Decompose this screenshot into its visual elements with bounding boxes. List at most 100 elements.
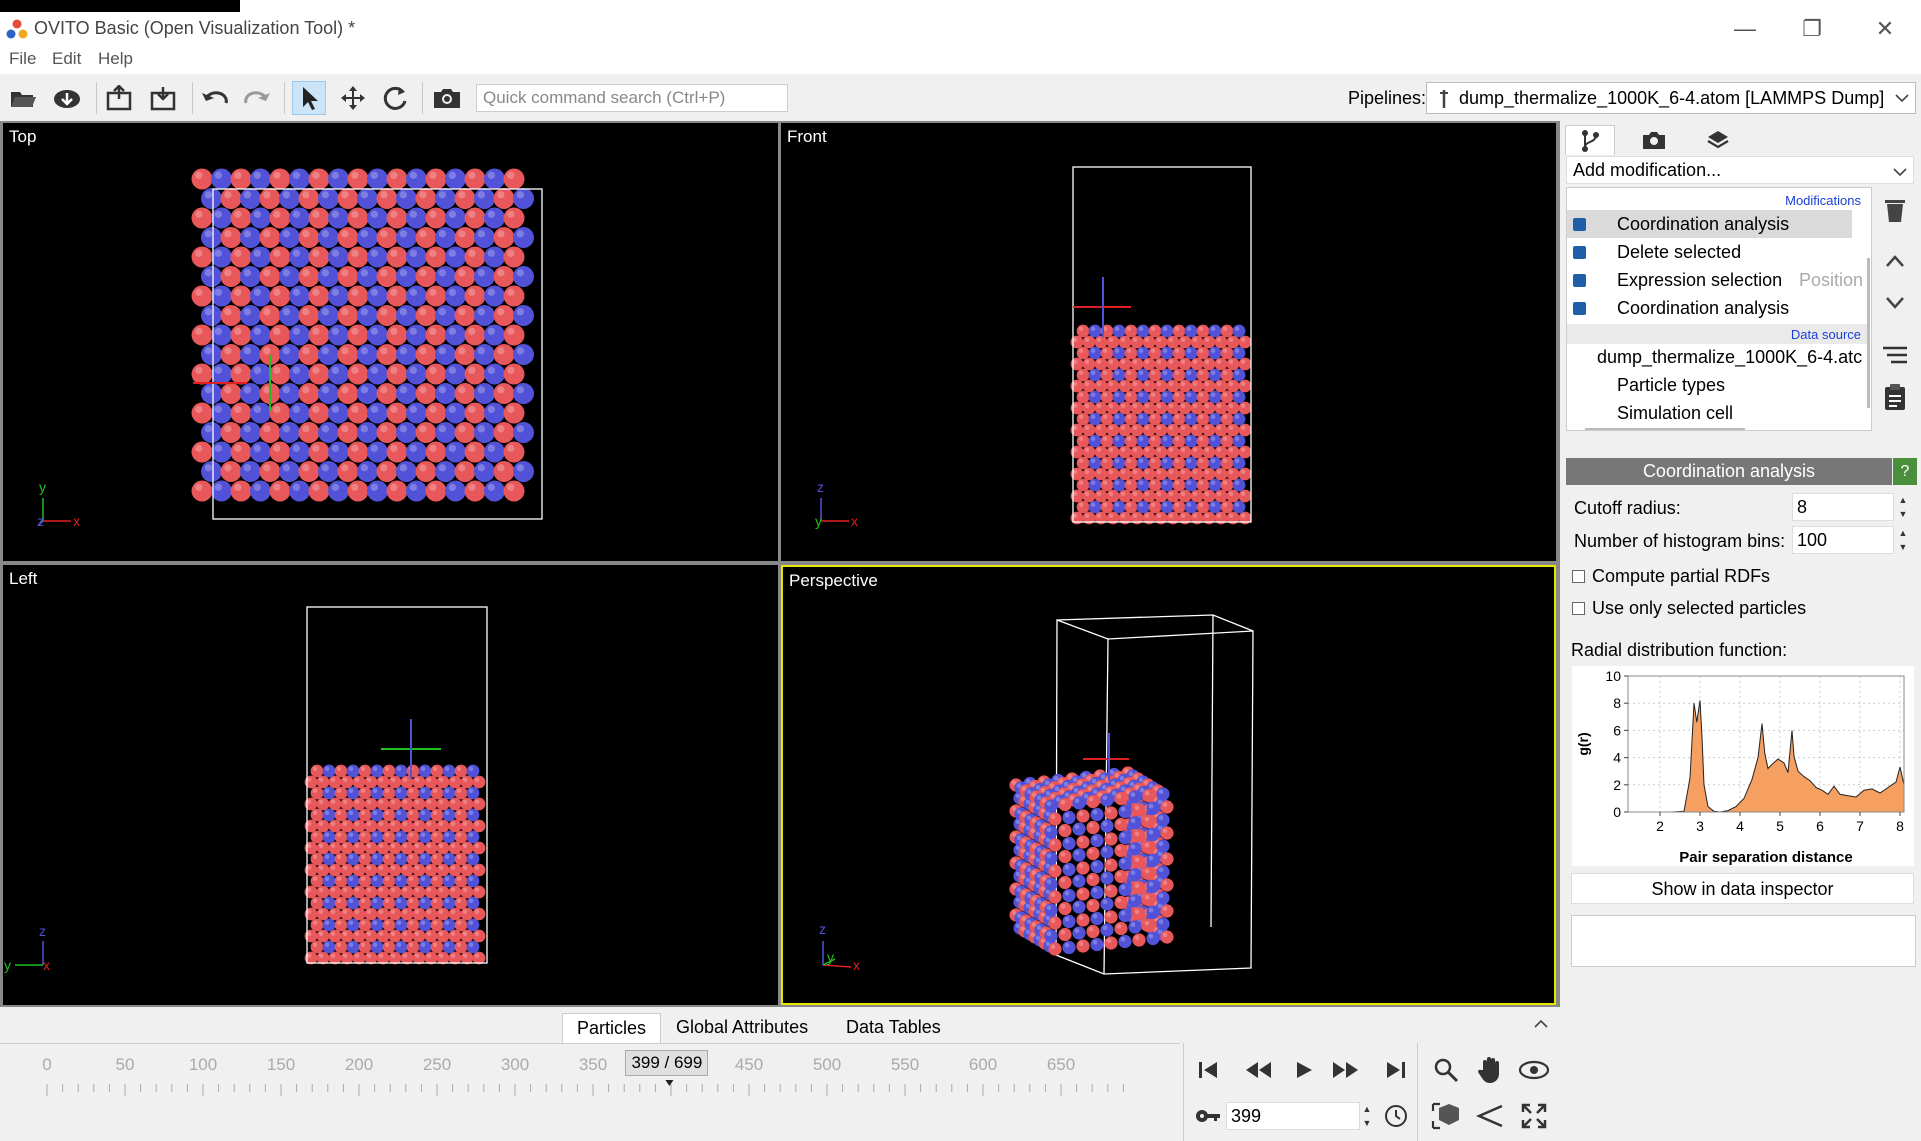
time-slider[interactable]: 0 50 100 150 200 250 300 350 450 500 550 600 650 <box>0 1044 1180 1141</box>
viewport-title[interactable]: Front <box>787 127 827 146</box>
render-camera-icon[interactable] <box>430 81 464 115</box>
selection-mode-icon[interactable] <box>292 81 326 115</box>
tab-global-attributes[interactable]: Global Attributes <box>676 1017 809 1037</box>
clock-icon[interactable] <box>1378 1098 1414 1134</box>
delete-modifier-icon[interactable] <box>1880 196 1910 226</box>
particle <box>445 324 466 346</box>
particle <box>466 940 480 954</box>
horizontal-scrollbar[interactable] <box>1585 428 1745 430</box>
quick-command-search-input[interactable]: Quick command search (Ctrl+P) <box>476 84 788 112</box>
simulation-cell <box>1072 166 1252 523</box>
help-button[interactable]: ? <box>1893 458 1917 485</box>
tab-pipeline[interactable] <box>1565 125 1615 155</box>
open-file-icon[interactable] <box>6 81 40 115</box>
particle <box>316 929 330 943</box>
pipeline-item-coordination-analysis[interactable]: Coordination analysis <box>1617 214 1790 234</box>
particle <box>191 168 213 190</box>
histogram-bins-input[interactable]: 100 <box>1792 526 1894 554</box>
fov-icon[interactable] <box>1472 1098 1508 1134</box>
redo-icon[interactable] <box>240 81 274 115</box>
rdf-plot[interactable]: 2 3 4 5 6 7 8 0 2 4 6 8 10 g(r) Pair separation dist… <box>1572 666 1914 866</box>
particle <box>230 207 252 229</box>
simulation-cell <box>306 606 488 964</box>
tab-render[interactable] <box>1629 125 1679 155</box>
save-session-icon[interactable] <box>146 81 180 115</box>
vertical-scrollbar[interactable] <box>1867 258 1870 408</box>
jump-to-start-icon[interactable] <box>1190 1052 1226 1088</box>
pipeline-editor-list[interactable]: Modifications Coordination analysis Dele… <box>1566 187 1872 431</box>
viewport-title[interactable]: Perspective <box>789 571 878 590</box>
animation-settings-key-icon[interactable] <box>1190 1098 1226 1134</box>
frame-spinner-arrows[interactable]: ▲ ▼ <box>1362 1104 1372 1128</box>
zoom-scene-extents-icon[interactable] <box>1428 1098 1464 1134</box>
histogram-bins-spinner[interactable]: ▲ ▼ <box>1898 528 1908 552</box>
timeline-cursor[interactable] <box>665 1080 674 1086</box>
add-modification-select[interactable]: Add modification... <box>1566 156 1914 184</box>
modifier-enabled-checkbox[interactable] <box>1573 302 1586 315</box>
particle <box>1076 939 1090 953</box>
pipeline-item-data-file[interactable]: dump_thermalize_1000K_6-4.atc <box>1597 347 1863 367</box>
previous-frame-icon[interactable] <box>1240 1052 1276 1088</box>
chevron-up-icon[interactable] <box>1534 1019 1548 1029</box>
current-frame-indicator[interactable]: 399 / 699 <box>625 1050 709 1076</box>
load-remote-icon[interactable] <box>50 81 84 115</box>
orbit-eye-icon[interactable] <box>1516 1052 1552 1088</box>
viewport-title[interactable]: Top <box>9 127 37 146</box>
pipeline-item-coordination-analysis-2[interactable]: Coordination analysis <box>1617 298 1790 318</box>
menu-file[interactable]: File <box>9 49 37 68</box>
pipeline-item-expression-selection[interactable]: Expression selection <box>1617 270 1783 290</box>
frame-spinner-input[interactable]: 399 <box>1226 1102 1360 1130</box>
modifier-enabled-checkbox[interactable] <box>1573 218 1586 231</box>
rotate-mode-icon[interactable] <box>378 81 412 115</box>
move-down-icon[interactable] <box>1880 288 1910 318</box>
close-button[interactable]: ✕ <box>1875 16 1895 41</box>
maximize-viewport-icon[interactable] <box>1516 1098 1552 1134</box>
particle <box>1214 379 1228 393</box>
viewport-left[interactable]: Left z y x <box>3 565 778 1005</box>
partial-rdfs-checkbox[interactable] <box>1572 570 1585 583</box>
modifier-enabled-checkbox[interactable] <box>1573 246 1586 259</box>
pipeline-select[interactable]: dump_thermalize_1000K_6-4.atom [LAMMPS D… <box>1426 82 1916 114</box>
particle <box>445 402 466 424</box>
viewport-title[interactable]: Left <box>9 569 38 588</box>
viewport-top[interactable]: Top y z x <box>3 123 778 561</box>
cutoff-radius-input[interactable]: 8 <box>1792 493 1894 521</box>
animation-timeline[interactable]: 0 50 100 150 200 250 300 350 450 500 550 600 650 399… <box>0 1043 1180 1141</box>
particle <box>346 852 360 866</box>
particle <box>1136 368 1150 382</box>
cutoff-radius-spinner[interactable]: ▲ ▼ <box>1898 495 1908 519</box>
restore-button[interactable]: ❐ <box>1802 16 1822 41</box>
menu-help[interactable]: Help <box>98 49 133 68</box>
only-selected-label[interactable]: Use only selected particles <box>1592 598 1807 618</box>
particle <box>1232 346 1246 360</box>
tab-data-tables[interactable]: Data Tables <box>846 1017 941 1037</box>
tab-particles[interactable]: Particles <box>562 1013 662 1043</box>
zoom-icon[interactable] <box>1428 1052 1464 1088</box>
particle <box>308 324 330 346</box>
next-frame-icon[interactable] <box>1328 1052 1364 1088</box>
minimize-button[interactable]: — <box>1734 16 1756 41</box>
move-up-icon[interactable] <box>1880 246 1910 276</box>
particle <box>388 841 402 855</box>
group-list-icon[interactable] <box>1880 340 1910 370</box>
tab-overlays[interactable] <box>1693 125 1743 155</box>
move-mode-icon[interactable] <box>336 81 370 115</box>
x-tick-label: 2 <box>1656 818 1664 834</box>
export-file-icon[interactable] <box>102 81 136 115</box>
pipeline-item-simulation-cell[interactable]: Simulation cell <box>1617 403 1734 423</box>
viewport-perspective[interactable]: Perspective z y x <box>781 565 1556 1005</box>
play-icon[interactable] <box>1286 1052 1322 1088</box>
viewport-front[interactable]: Front z y x <box>781 123 1556 561</box>
pan-hand-icon[interactable] <box>1472 1052 1508 1088</box>
only-selected-checkbox[interactable] <box>1572 602 1585 615</box>
partial-rdfs-label[interactable]: Compute partial RDFs <box>1592 566 1771 586</box>
modifier-enabled-checkbox[interactable] <box>1573 274 1586 287</box>
pipeline-item-particle-types[interactable]: Particle types <box>1617 375 1726 395</box>
particle <box>454 852 468 866</box>
undo-icon[interactable] <box>198 81 232 115</box>
menu-edit[interactable]: Edit <box>52 49 82 68</box>
clipboard-icon[interactable] <box>1880 382 1910 412</box>
jump-to-end-icon[interactable] <box>1378 1052 1414 1088</box>
show-in-data-inspector-button[interactable]: Show in data inspector <box>1571 873 1914 904</box>
pipeline-item-delete-selected[interactable]: Delete selected <box>1617 242 1742 262</box>
